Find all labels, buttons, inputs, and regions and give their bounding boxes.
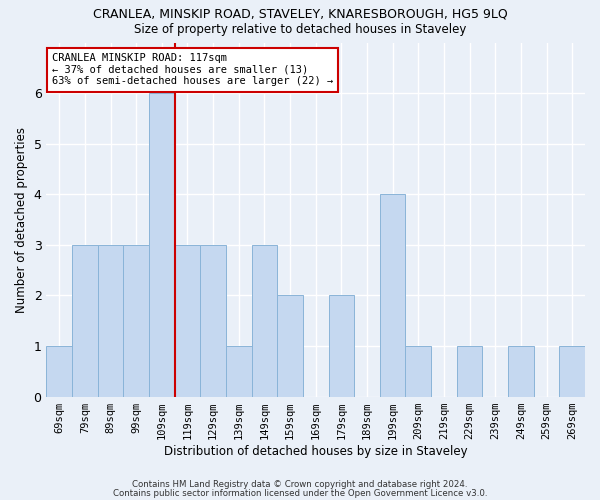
Bar <box>175 245 200 396</box>
Bar <box>98 245 124 396</box>
Bar <box>277 296 303 396</box>
Bar <box>149 93 175 396</box>
Bar <box>457 346 482 397</box>
Bar <box>329 296 354 396</box>
Bar <box>200 245 226 396</box>
Bar <box>124 245 149 396</box>
Bar <box>72 245 98 396</box>
Bar <box>46 346 72 397</box>
X-axis label: Distribution of detached houses by size in Staveley: Distribution of detached houses by size … <box>164 444 467 458</box>
Bar <box>406 346 431 397</box>
Bar <box>380 194 406 396</box>
Text: CRANLEA, MINSKIP ROAD, STAVELEY, KNARESBOROUGH, HG5 9LQ: CRANLEA, MINSKIP ROAD, STAVELEY, KNARESB… <box>92 8 508 20</box>
Bar <box>226 346 251 397</box>
Text: Size of property relative to detached houses in Staveley: Size of property relative to detached ho… <box>134 22 466 36</box>
Bar <box>251 245 277 396</box>
Bar <box>559 346 585 397</box>
Text: Contains public sector information licensed under the Open Government Licence v3: Contains public sector information licen… <box>113 488 487 498</box>
Text: Contains HM Land Registry data © Crown copyright and database right 2024.: Contains HM Land Registry data © Crown c… <box>132 480 468 489</box>
Text: CRANLEA MINSKIP ROAD: 117sqm
← 37% of detached houses are smaller (13)
63% of se: CRANLEA MINSKIP ROAD: 117sqm ← 37% of de… <box>52 53 333 86</box>
Y-axis label: Number of detached properties: Number of detached properties <box>15 126 28 312</box>
Bar <box>508 346 534 397</box>
